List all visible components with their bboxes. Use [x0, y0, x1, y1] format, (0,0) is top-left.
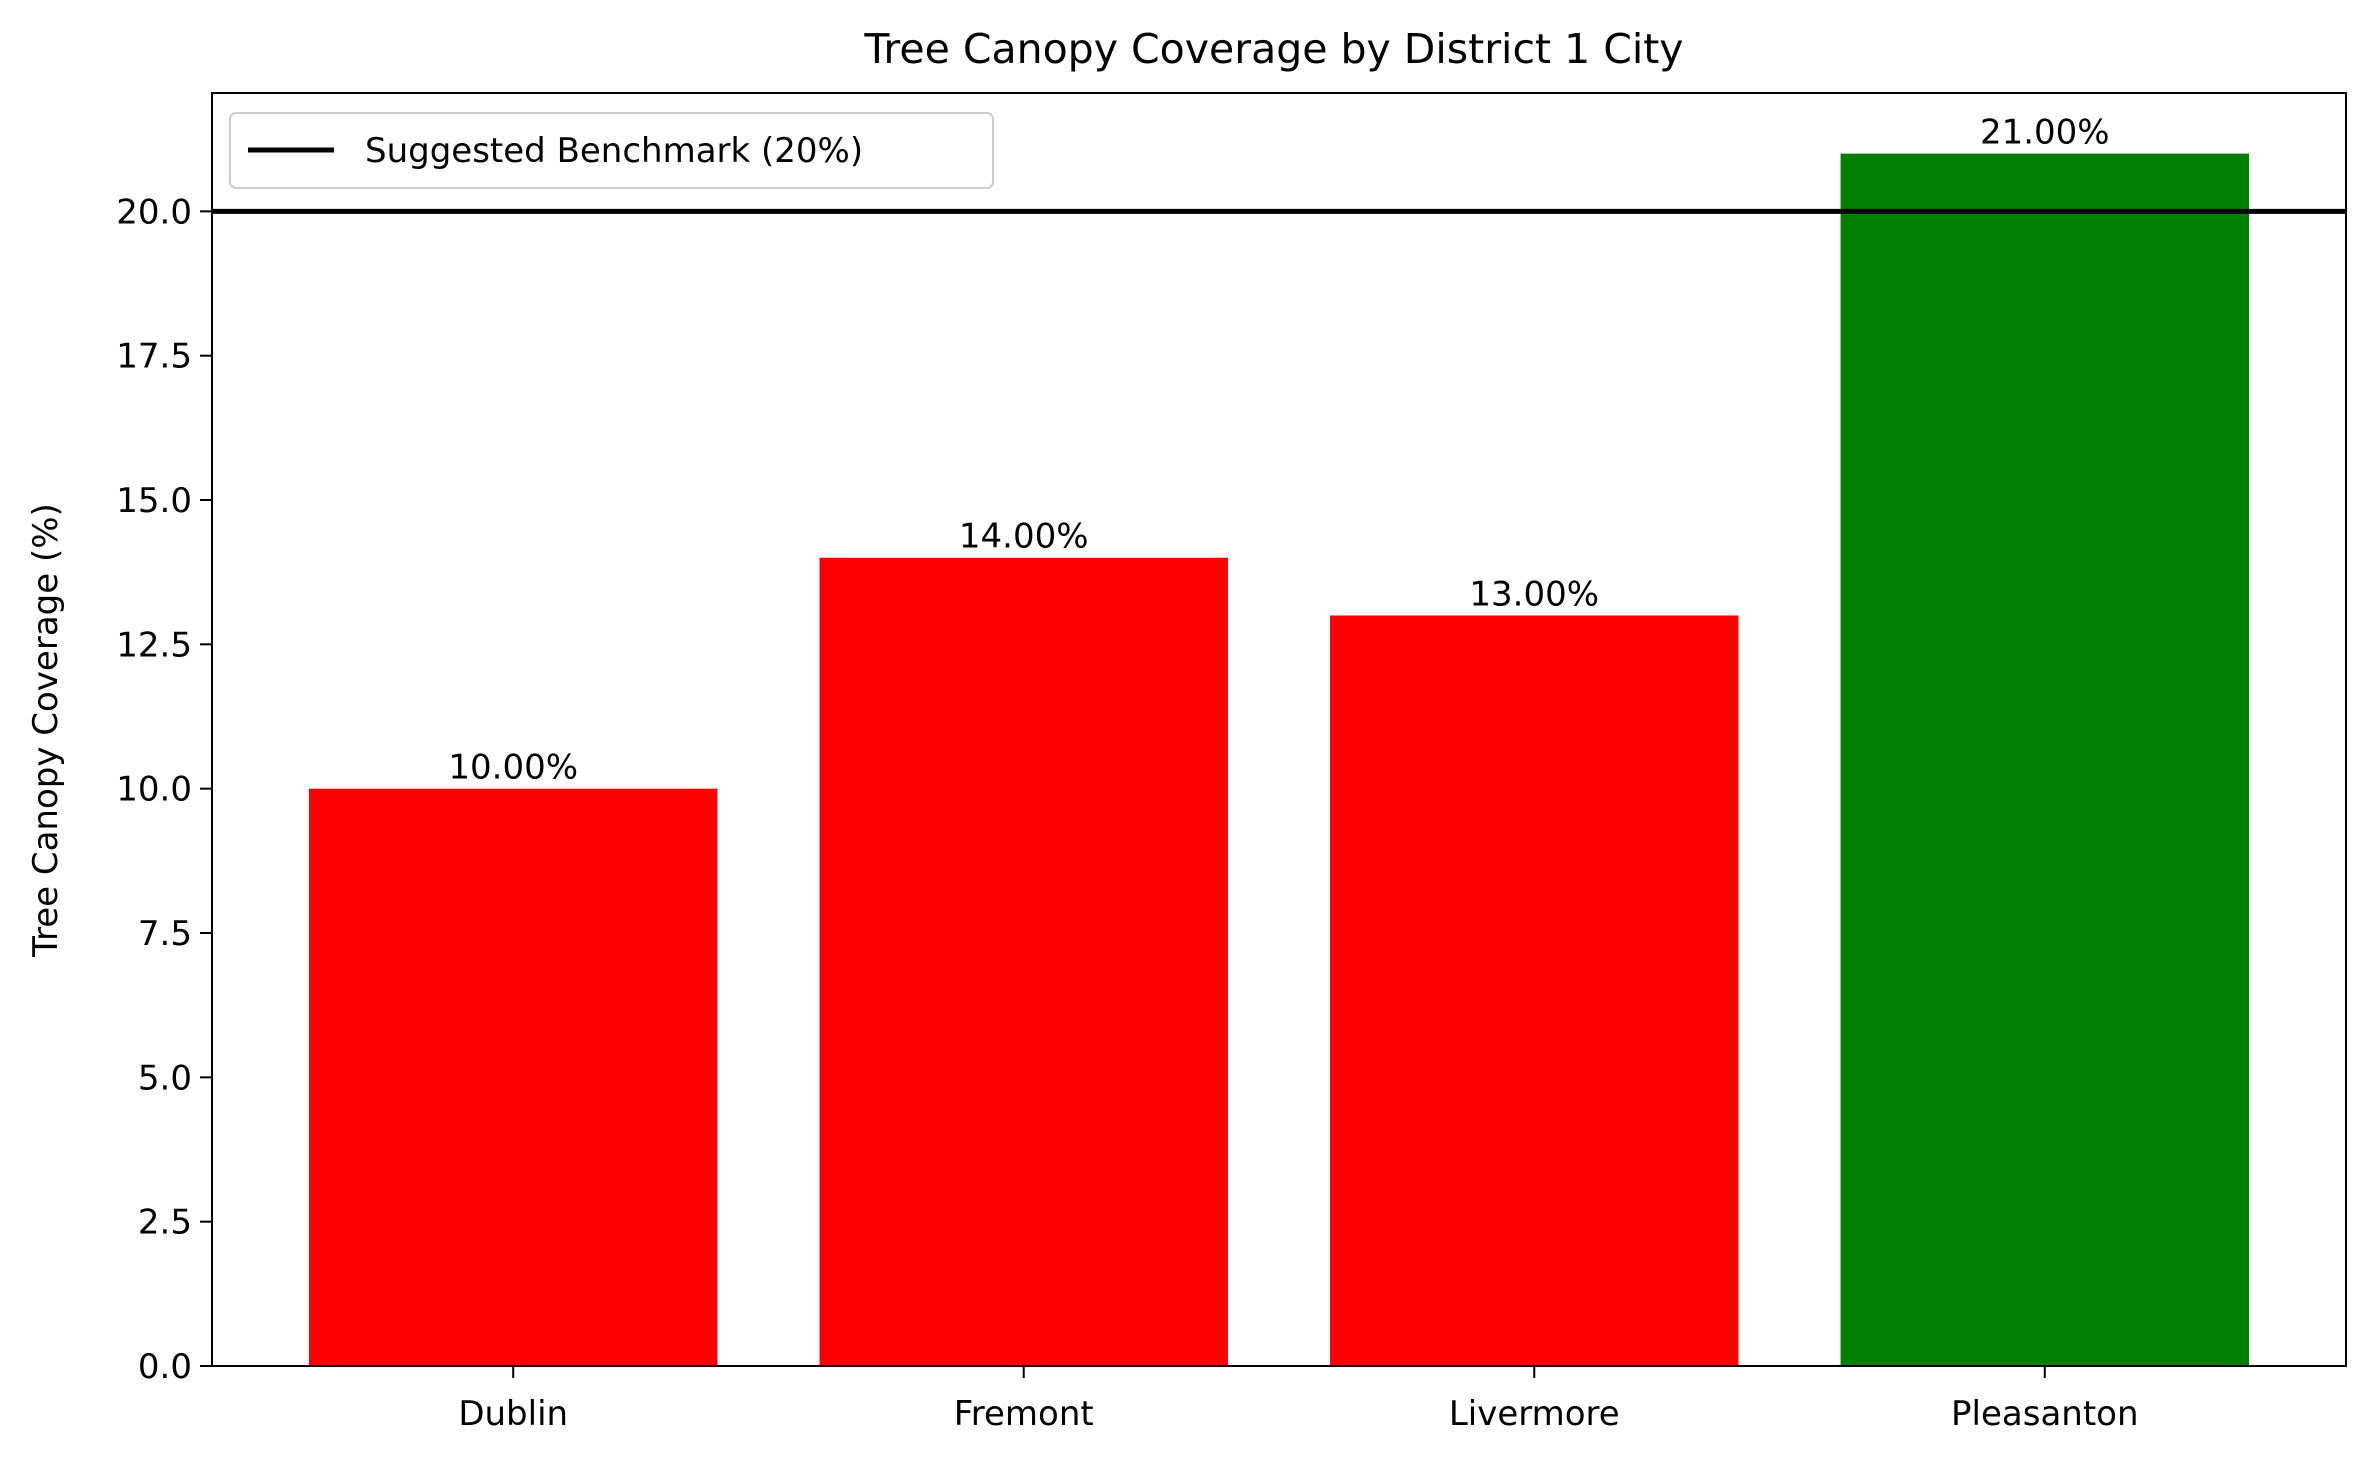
x-tick-label: Dublin — [458, 1394, 568, 1434]
plot-frame — [211, 92, 2347, 1367]
y-tick-label: 20.0 — [116, 192, 192, 232]
x-tick-label: Pleasanton — [1951, 1394, 2138, 1434]
bar-value-label: 14.00% — [959, 517, 1089, 557]
y-tick-label: 5.0 — [138, 1058, 192, 1098]
bar-value-label: 10.00% — [448, 748, 578, 788]
y-tick-label: 2.5 — [138, 1203, 192, 1243]
y-tick-label: 12.5 — [116, 625, 192, 665]
y-axis-label: Tree Canopy Coverage (%) — [26, 503, 66, 958]
y-tick-label: 7.5 — [138, 914, 192, 954]
plot-area: 10.00% 14.00% 13.00% 21.00% 0.0 2.5 5.0 7.5 10.0… — [116, 92, 2347, 1434]
bar-value-label: 21.00% — [1980, 113, 2110, 153]
y-tick-label: 17.5 — [116, 337, 192, 377]
y-tick-label: 10.0 — [116, 770, 192, 810]
legend-box — [229, 112, 994, 189]
chart-title: Tree Canopy Coverage by District 1 City — [863, 25, 1683, 73]
y-tick-label: 15.0 — [116, 481, 192, 521]
bar-value-label: 13.00% — [1469, 574, 1599, 614]
bar-fremont — [819, 557, 1228, 1366]
x-tick-label: Fremont — [954, 1394, 1094, 1434]
y-tick-label: 0.0 — [138, 1347, 192, 1387]
bar-dublin — [309, 788, 718, 1366]
x-tick-label: Livermore — [1449, 1394, 1620, 1434]
legend-label: Suggested Benchmark (20%) — [365, 131, 863, 171]
bar-livermore — [1330, 615, 1739, 1366]
bar-pleasanton — [1840, 153, 2249, 1367]
